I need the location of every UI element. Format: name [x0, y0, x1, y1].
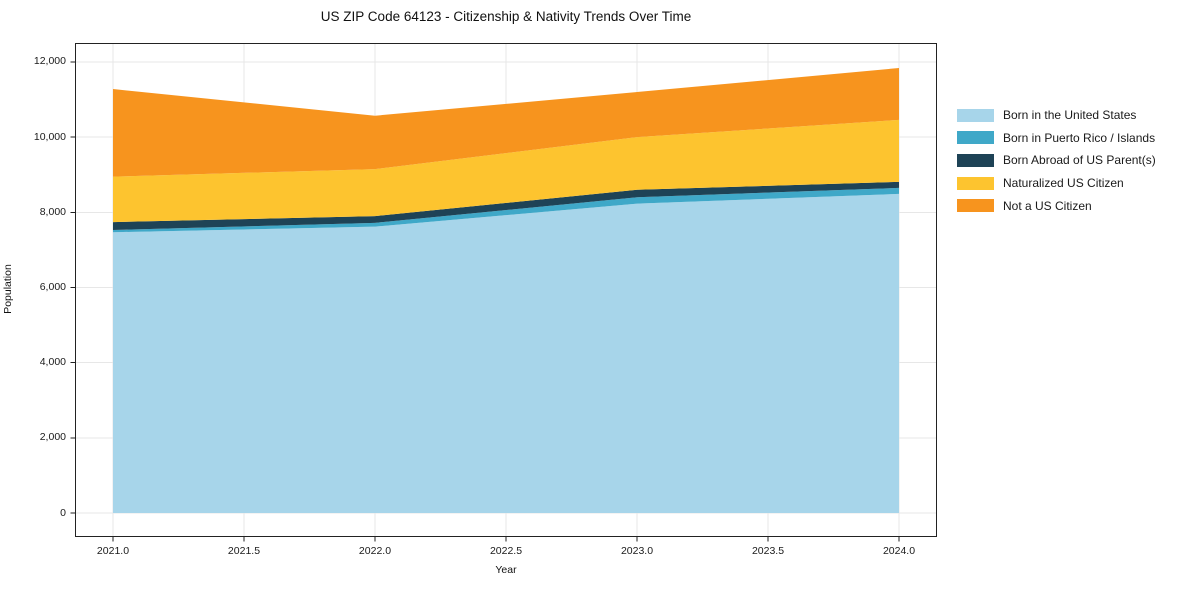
area-series-born-in-puerto-rico-islands [112, 187, 900, 233]
y-tick-label: 10,000 [33, 130, 66, 143]
legend-label: Naturalized US Citizen [1003, 176, 1124, 191]
area-series-born-in-the-united-states [112, 193, 900, 514]
legend-swatch [957, 176, 994, 190]
legend-item: Not a US Citizen [957, 194, 1156, 217]
y-tick-label: 12,000 [33, 55, 66, 68]
x-axis-label: Year [495, 564, 517, 576]
stacked-area-chart-svg [70, 43, 937, 542]
legend: Born in the United States Born in Puerto … [957, 104, 1156, 217]
x-tick-label: 2022.5 [489, 545, 523, 557]
y-tick-label: 8,000 [39, 205, 66, 218]
legend-label: Born in Puerto Rico / Islands [1003, 130, 1156, 145]
legend-item: Naturalized US Citizen [957, 172, 1156, 195]
area-series-born-abroad-of-us-parent-s- [112, 181, 900, 230]
y-tick-label: 4,000 [39, 356, 66, 369]
y-tick-label: 2,000 [39, 431, 66, 444]
legend-label: Born in the United States [1003, 108, 1137, 123]
legend-swatch [957, 131, 994, 145]
chart-title: US ZIP Code 64123 - Citizenship & Nativi… [320, 9, 692, 24]
legend-label: Not a US Citizen [1003, 198, 1092, 213]
legend-swatch [957, 153, 994, 167]
legend-swatch [957, 199, 994, 213]
area-series-not-a-us-citizen [112, 67, 900, 177]
x-tick-label: 2021.0 [96, 545, 130, 557]
x-tick-label: 2021.5 [227, 545, 261, 557]
x-tick-label: 2024.0 [882, 545, 916, 557]
x-tick-label: 2023.5 [751, 545, 785, 557]
x-tick-label: 2022.0 [358, 545, 392, 557]
legend-item: Born Abroad of US Parent(s) [957, 149, 1156, 172]
legend-item: Born in the United States [957, 104, 1156, 127]
area-series-naturalized-us-citizen [112, 119, 900, 223]
y-tick-label: 0 [60, 506, 66, 519]
x-tick-label: 2023.0 [620, 545, 654, 557]
axes-spines [75, 43, 937, 537]
legend-item: Born in Puerto Rico / Islands [957, 127, 1156, 150]
y-tick-label: 6,000 [39, 281, 66, 293]
legend-label: Born Abroad of US Parent(s) [1003, 153, 1156, 168]
legend-swatch [957, 108, 994, 122]
plot-area [70, 43, 937, 542]
